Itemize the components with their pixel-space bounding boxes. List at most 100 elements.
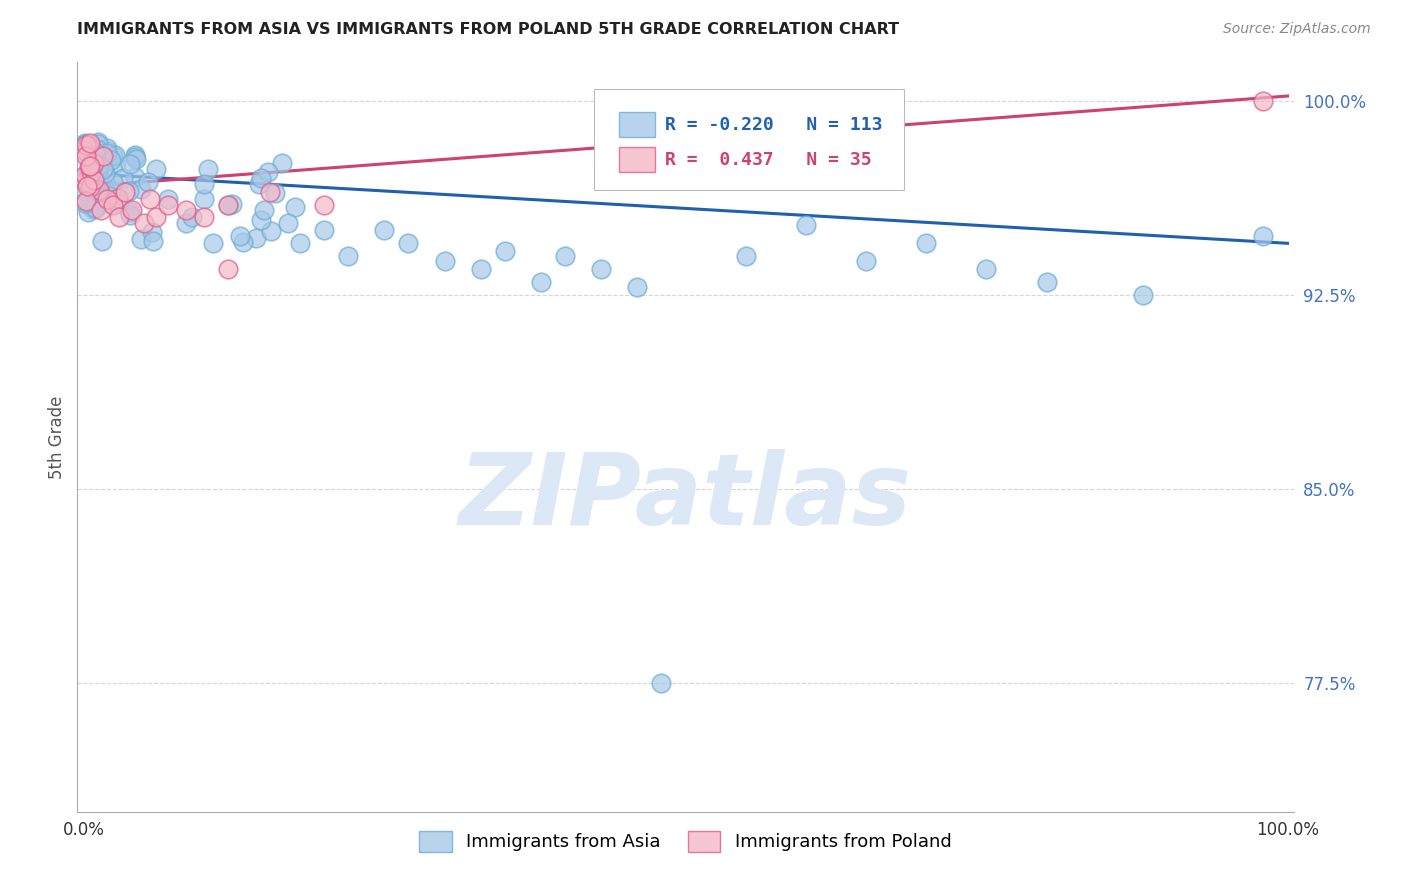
Point [73, 184, 96, 198]
Point [253, 202, 276, 217]
Point [108, 211, 131, 225]
Point [229, 228, 252, 243]
Point [79, 159, 101, 173]
Point [591, 262, 613, 277]
Point [75, 136, 97, 151]
Point [90, 202, 112, 217]
Point [97, 145, 120, 159]
Point [94, 166, 117, 180]
Point [77, 173, 100, 187]
Text: ZIPatlas: ZIPatlas [458, 449, 912, 546]
Point [77, 147, 100, 161]
Point [193, 211, 215, 225]
Point [104, 147, 127, 161]
Point [277, 216, 299, 230]
Point [217, 197, 239, 211]
Point [263, 186, 285, 200]
Point [373, 223, 395, 237]
Point [626, 280, 648, 294]
Point [794, 218, 817, 232]
Point [89, 161, 111, 176]
Point [138, 193, 160, 207]
Point [232, 235, 254, 250]
Text: R =  0.437   N = 35: R = 0.437 N = 35 [665, 151, 872, 169]
Point [1132, 288, 1154, 302]
Text: IMMIGRANTS FROM ASIA VS IMMIGRANTS FROM POLAND 5TH GRADE CORRELATION CHART: IMMIGRANTS FROM ASIA VS IMMIGRANTS FROM … [77, 22, 900, 37]
Point [96, 146, 118, 161]
Point [118, 157, 141, 171]
Point [288, 236, 311, 251]
Point [1253, 228, 1275, 243]
Point [124, 170, 146, 185]
Y-axis label: 5th Grade: 5th Grade [48, 395, 66, 479]
Point [114, 185, 136, 199]
Point [87, 136, 110, 150]
Point [84, 202, 107, 216]
Point [75, 149, 97, 163]
Point [174, 216, 197, 230]
Point [247, 177, 270, 191]
Point [87, 171, 110, 186]
Point [82, 179, 104, 194]
Point [1253, 94, 1275, 108]
Point [180, 211, 202, 225]
Point [83, 173, 105, 187]
Point [433, 254, 456, 268]
Point [77, 138, 100, 153]
Point [80, 165, 103, 179]
Point [80, 153, 103, 168]
Point [855, 254, 877, 268]
Point [100, 183, 122, 197]
Point [120, 205, 142, 219]
Point [98, 188, 121, 202]
Point [83, 155, 105, 169]
Point [337, 249, 360, 263]
Point [193, 177, 215, 191]
Point [73, 174, 96, 188]
Point [84, 171, 107, 186]
Point [76, 204, 98, 219]
Point [105, 156, 128, 170]
Point [84, 201, 107, 215]
Point [82, 186, 104, 200]
Point [73, 169, 96, 183]
Point [96, 193, 118, 207]
Point [86, 156, 108, 170]
Point [314, 197, 336, 211]
Point [86, 200, 108, 214]
Point [73, 171, 96, 186]
Point [73, 137, 96, 152]
Point [124, 150, 146, 164]
Point [86, 180, 108, 194]
Point [80, 152, 103, 166]
Point [976, 262, 998, 277]
Point [284, 200, 307, 214]
Point [84, 145, 107, 160]
Point [79, 136, 101, 151]
Point [249, 213, 271, 227]
Point [221, 197, 243, 211]
Point [257, 165, 280, 179]
Point [530, 275, 553, 289]
Point [75, 168, 97, 182]
Point [77, 195, 100, 210]
Point [90, 149, 112, 163]
Point [91, 161, 114, 176]
Point [129, 232, 152, 246]
Point [86, 161, 108, 176]
Point [111, 170, 134, 185]
Point [79, 179, 101, 194]
Point [89, 172, 111, 186]
Point [650, 675, 672, 690]
Point [86, 142, 108, 156]
Point [87, 137, 110, 152]
Point [91, 194, 114, 208]
Point [79, 158, 101, 172]
Point [75, 144, 97, 158]
Point [734, 249, 756, 263]
Point [107, 195, 129, 210]
Point [132, 216, 155, 230]
FancyBboxPatch shape [595, 88, 904, 190]
Point [83, 145, 105, 160]
Point [554, 249, 576, 263]
